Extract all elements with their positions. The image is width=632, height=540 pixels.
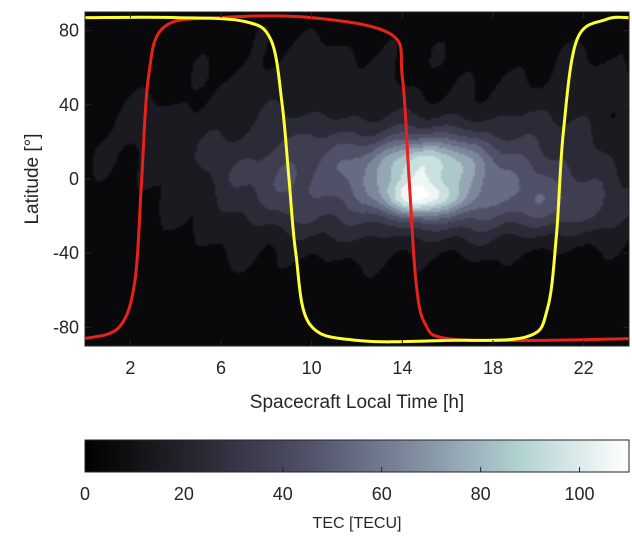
orbit-tracks	[85, 14, 629, 344]
colorbar-tick-label: 60	[372, 484, 392, 504]
y-tick-label: 80	[59, 21, 79, 41]
x-axis-label: Spacecraft Local Time [h]	[250, 392, 464, 413]
colorbar-tick-label: 0	[80, 484, 90, 504]
x-tick-label: 18	[483, 358, 503, 378]
colorbar-tick-label: 20	[174, 484, 194, 504]
y-tick-label: -40	[53, 243, 79, 263]
y-tick-label: 40	[59, 95, 79, 115]
colorbar: 0 20 40 60 80 100 TEC [TECU]	[80, 439, 630, 532]
y-axis: 80 40 0 -40 -80	[53, 21, 629, 337]
colorbar-tick-label: 40	[273, 484, 293, 504]
plot-area: 2 6 10 14 18 22 80 40 0 -40 -80	[53, 11, 630, 378]
tec-heatmap	[85, 12, 629, 346]
colorbar-ticks: 0 20 40 60 80 100	[80, 467, 595, 504]
x-tick-label: 6	[216, 358, 226, 378]
y-tick-label: 0	[69, 169, 79, 189]
x-tick-label: 2	[125, 358, 135, 378]
x-tick-label: 14	[392, 358, 412, 378]
x-tick-label: 10	[302, 358, 322, 378]
colorbar-bar	[84, 439, 630, 473]
red-orbit-track	[85, 14, 629, 343]
colorbar-tick-label: 80	[471, 484, 491, 504]
x-axis: 2 6 10 14 18 22	[125, 12, 594, 378]
colorbar-label: TEC [TECU]	[313, 515, 402, 532]
y-tick-label: -80	[53, 317, 79, 337]
y-axis-label: Latitude [°]	[22, 133, 43, 224]
x-tick-label: 22	[574, 358, 594, 378]
yellow-orbit-track	[85, 15, 629, 344]
colorbar-tick-label: 100	[565, 484, 595, 504]
